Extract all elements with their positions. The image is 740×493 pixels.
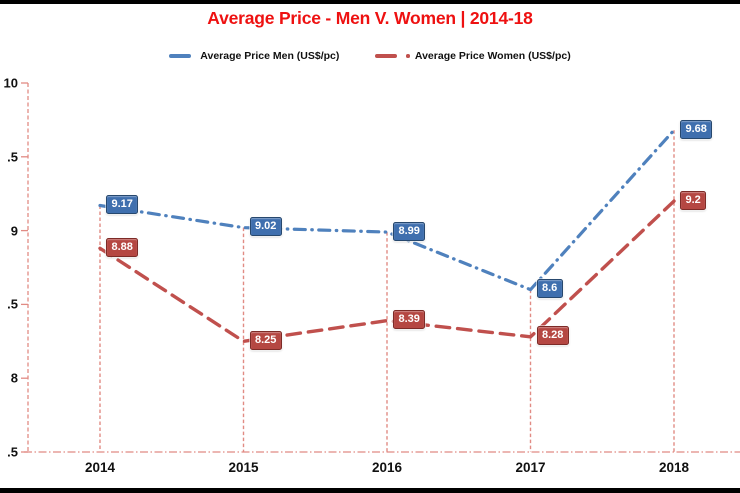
y-tick-label: 10 [3,75,18,91]
series-line-men [98,128,676,292]
bottom-border [0,488,740,493]
data-label-women: 8.28 [536,326,569,346]
y-tick-label: 9 [10,223,18,239]
y-tick-label: .5 [7,296,18,312]
data-label-men: 8.6 [536,279,563,299]
data-label-women: 9.2 [680,190,707,210]
y-tick-label: .5 [7,444,18,460]
data-label-men: 9.68 [680,119,713,139]
data-label-women: 8.25 [249,330,282,350]
top-border [0,0,740,4]
y-tick-label: .5 [7,149,18,165]
legend-dash-icon [169,54,192,58]
legend-dash-icon [375,54,398,58]
legend-dot-icon [406,54,410,58]
x-axis-label: 2014 [84,460,116,475]
legend-item-men: Average Price Men (US$/pc) [169,50,339,62]
data-label-women: 8.88 [106,237,139,257]
data-label-women: 8.39 [393,310,426,330]
data-label-men: 9.02 [249,217,282,237]
data-label-men: 8.99 [393,221,426,241]
x-axis-label: 2017 [515,460,546,475]
x-axis-label: 2016 [371,460,403,475]
legend: Average Price Men (US$/pc) Average Price … [0,50,740,62]
x-axis-label: 2015 [228,460,259,475]
legend-label: Average Price Men (US$/pc) [200,50,340,62]
legend-item-women: Average Price Women (US$/pc) [375,50,571,62]
series-line-women [98,199,676,344]
chart-title: Average Price - Men V. Women | 2014-18 [207,8,533,28]
data-label-men: 9.17 [106,195,139,214]
x-axis-label: 2018 [658,460,690,475]
y-tick-label: 8 [10,370,18,386]
legend-label: Average Price Women (US$/pc) [414,50,571,62]
